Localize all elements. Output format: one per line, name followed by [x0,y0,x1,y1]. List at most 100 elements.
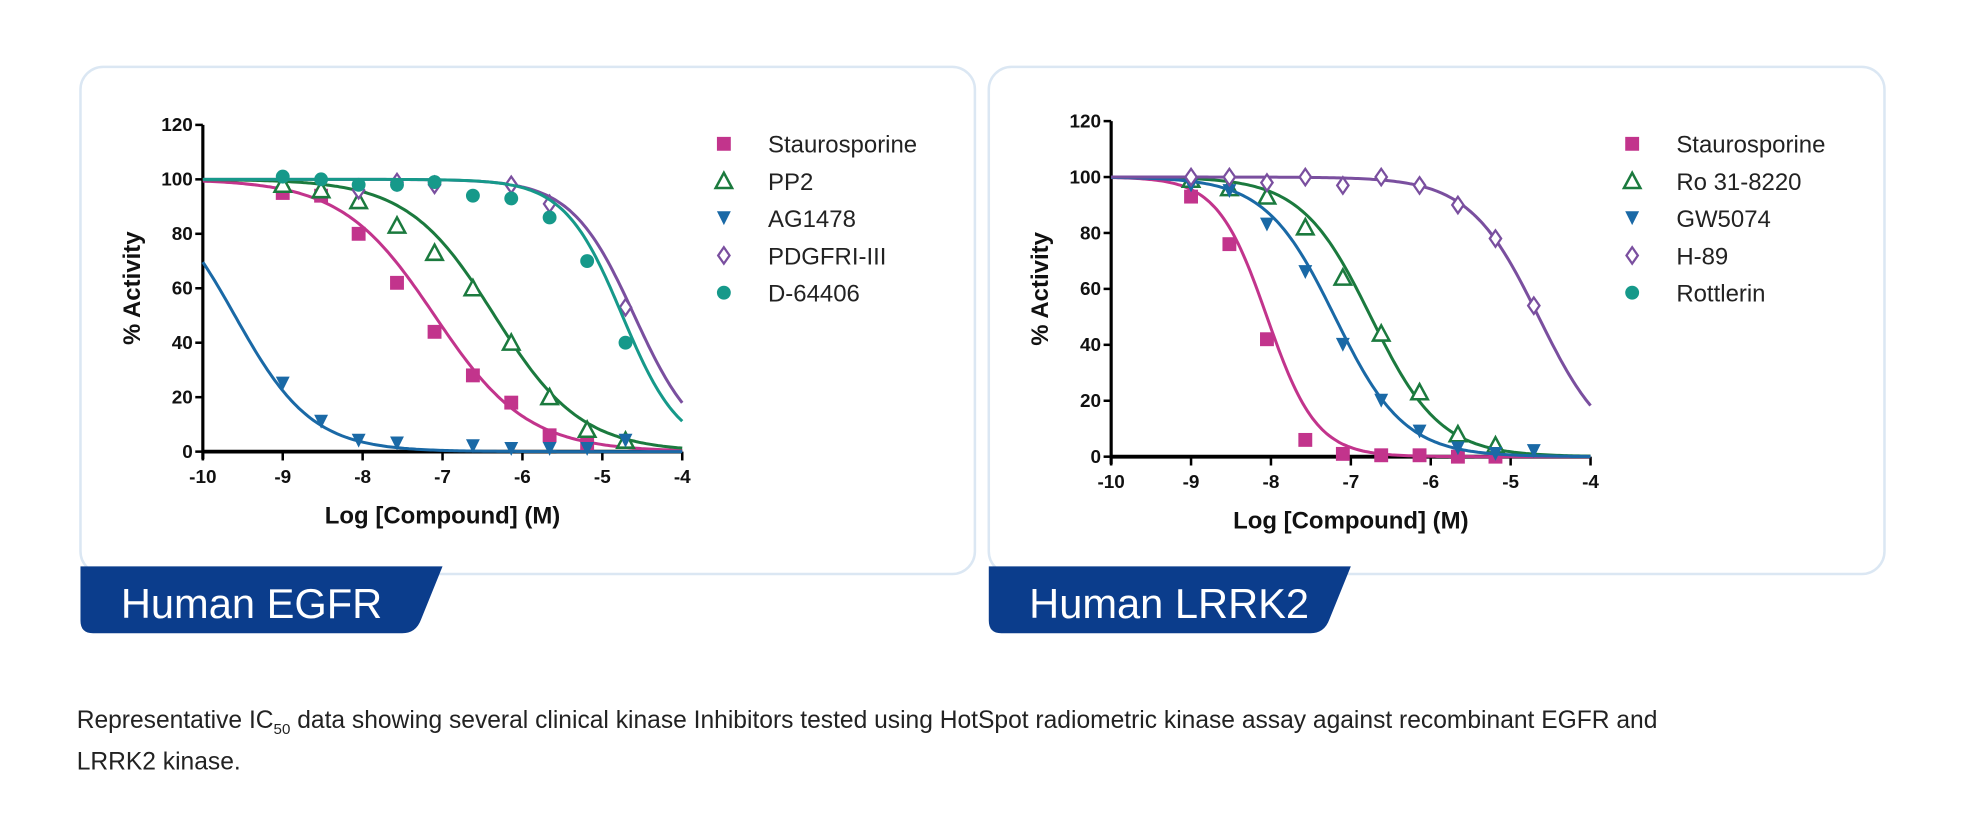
data-point [427,175,442,190]
data-point [1374,166,1389,188]
data-point [1412,448,1427,463]
y-tick-label: 100 [1070,167,1102,188]
y-tick-label: 100 [161,170,193,191]
data-point [504,395,519,410]
legend-label: D-64406 [768,281,860,308]
data-point [1256,185,1278,205]
x-tick-label: -8 [1263,472,1280,493]
legend-item: Staurosporine [716,132,917,159]
y-tick-label: 80 [1080,223,1101,244]
title-banner [988,566,1351,634]
legend-marker [1625,245,1640,266]
y-tick-label: 60 [172,279,193,300]
data-point [1260,217,1274,232]
data-point [576,418,598,439]
data-point [386,214,408,234]
legend-marker [1625,285,1640,300]
data-point [1374,448,1389,463]
panel-egfr: Human EGFR 0 20 40 60 80 100 120 -10 -9 -8 -7 -6 -5 -4… [79,65,977,634]
data-point [539,386,560,406]
data-point [1335,337,1350,352]
data-point [1374,393,1389,408]
chart-card [987,65,1886,576]
data-point [1412,175,1427,196]
data-point [427,324,442,339]
data-point [504,191,519,206]
legend-item: D-64406 [716,281,860,308]
legend-item: AG1478 [716,206,856,233]
data-point [1335,446,1350,461]
data-point [1294,216,1316,236]
y-tick-label: 120 [1070,111,1102,132]
title-banner [80,566,443,634]
data-point [275,376,290,391]
legend-marker [716,245,731,266]
data-point [351,177,366,192]
series-ag1478 [201,261,683,456]
y-tick-label: 80 [172,224,193,245]
legend-label: PP2 [768,169,813,196]
legend-item: Ro 31-8220 [1621,169,1802,196]
data-point [1370,322,1392,342]
y-axis-label: % Activity [119,231,146,345]
data-point [500,331,522,351]
data-point [1450,441,1465,456]
data-point [275,169,290,184]
legend-marker [1625,136,1640,151]
x-tick-label: -7 [1342,472,1359,493]
data-point [1409,381,1430,401]
data-point [272,173,294,193]
data-point [462,277,484,297]
data-point [618,433,633,448]
y-tick-label: 60 [1080,279,1101,300]
legend-item: PP2 [713,169,813,196]
y-tick-label: 120 [161,115,193,136]
y-tick-label: 40 [1080,335,1101,356]
data-point [1412,424,1427,439]
data-point [1488,228,1503,249]
legend-label: Rottlerin [1676,281,1765,308]
series-h-89 [1111,166,1592,407]
data-point [542,210,557,225]
data-point [390,177,404,192]
data-point [424,242,445,262]
data-point [465,368,480,383]
legend-item: Rottlerin [1625,281,1766,308]
chart-title: Human EGFR [121,580,382,627]
x-tick-label: -8 [354,467,371,488]
legend-item: H-89 [1625,243,1728,270]
fit-curve [201,261,683,454]
legend-marker [716,211,731,226]
legend-marker [713,170,735,190]
data-point [1222,237,1237,252]
legend-marker [716,285,731,300]
x-axis-label: Log [Compound] (M) [325,503,560,530]
y-tick-label: 40 [172,333,193,354]
data-point [465,188,480,203]
data-point [580,441,595,456]
legend-label: Ro 31-8220 [1676,169,1801,196]
legend-item: PDGFRI-III [716,243,886,270]
data-point [580,254,595,268]
x-tick-label: -5 [594,467,611,488]
data-point [1222,184,1237,198]
data-point [618,335,633,350]
data-point [1526,295,1541,316]
data-point [1332,266,1354,286]
x-tick-label: -9 [274,467,291,488]
x-tick-label: -7 [434,467,451,488]
x-tick-label: -10 [189,467,216,488]
data-point [618,297,633,318]
data-point [351,226,366,241]
data-point [1526,444,1541,459]
data-point [465,439,480,454]
legend-item: Staurosporine [1625,132,1825,159]
data-point [1183,166,1199,188]
data-point [1260,332,1274,347]
data-point [310,179,332,199]
legend-label: H-89 [1676,243,1728,270]
data-point [390,436,404,451]
data-point [1222,166,1237,188]
x-axis-label: Log [Compound] (M) [1233,508,1468,535]
legend-label: Staurosporine [1676,132,1825,159]
